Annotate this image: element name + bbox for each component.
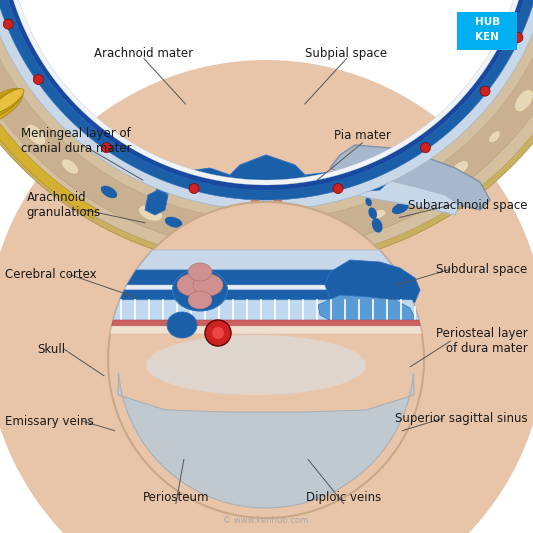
Circle shape (108, 202, 424, 518)
Text: HUB: HUB (474, 18, 500, 28)
Ellipse shape (447, 180, 458, 193)
Ellipse shape (515, 90, 533, 112)
Ellipse shape (101, 185, 117, 198)
Polygon shape (110, 326, 422, 334)
Circle shape (3, 19, 13, 29)
Circle shape (212, 327, 224, 339)
Ellipse shape (221, 213, 227, 222)
Polygon shape (145, 190, 168, 215)
Ellipse shape (289, 236, 300, 251)
Polygon shape (338, 175, 460, 215)
Polygon shape (274, 200, 282, 210)
Ellipse shape (289, 214, 295, 223)
Ellipse shape (185, 221, 205, 233)
Polygon shape (0, 62, 99, 219)
Ellipse shape (219, 223, 227, 235)
Ellipse shape (61, 159, 78, 174)
FancyBboxPatch shape (457, 12, 517, 50)
Polygon shape (5, 0, 527, 190)
Circle shape (189, 183, 199, 193)
Circle shape (33, 75, 43, 84)
Ellipse shape (102, 188, 115, 198)
Polygon shape (112, 320, 421, 326)
Ellipse shape (324, 228, 342, 238)
Ellipse shape (1, 92, 12, 105)
Circle shape (205, 320, 231, 346)
Ellipse shape (188, 263, 212, 281)
Ellipse shape (269, 211, 287, 225)
Text: Superior sagittal sinus: Superior sagittal sinus (395, 412, 528, 425)
Ellipse shape (26, 124, 46, 145)
Polygon shape (318, 295, 415, 330)
Ellipse shape (372, 218, 383, 232)
Ellipse shape (372, 209, 386, 219)
Ellipse shape (410, 185, 433, 203)
Circle shape (102, 143, 111, 153)
Polygon shape (0, 5, 533, 262)
Text: Periosteum: Periosteum (143, 491, 209, 504)
Ellipse shape (246, 233, 264, 243)
Ellipse shape (368, 207, 377, 219)
Polygon shape (0, 0, 533, 250)
Ellipse shape (489, 131, 500, 143)
Ellipse shape (165, 217, 182, 228)
Polygon shape (330, 145, 490, 210)
Polygon shape (10, 0, 522, 185)
Polygon shape (0, 0, 533, 220)
Polygon shape (0, 9, 533, 268)
Polygon shape (113, 300, 419, 320)
Polygon shape (124, 285, 408, 290)
Circle shape (480, 86, 490, 96)
Ellipse shape (276, 227, 301, 241)
Ellipse shape (273, 214, 283, 222)
Ellipse shape (325, 222, 344, 233)
Circle shape (333, 183, 343, 193)
Ellipse shape (0, 60, 533, 533)
Polygon shape (325, 260, 420, 308)
Ellipse shape (188, 291, 212, 309)
Text: KEN: KEN (475, 33, 499, 43)
Text: Diploic veins: Diploic veins (306, 491, 382, 504)
Polygon shape (0, 0, 533, 210)
Ellipse shape (0, 88, 24, 112)
Polygon shape (230, 155, 305, 225)
Polygon shape (118, 373, 414, 508)
Ellipse shape (177, 274, 207, 296)
Circle shape (421, 143, 431, 153)
Ellipse shape (289, 225, 297, 237)
Ellipse shape (193, 274, 223, 296)
Ellipse shape (250, 219, 260, 227)
Text: Meningeal layer of
cranial dura mater: Meningeal layer of cranial dura mater (21, 127, 132, 155)
Polygon shape (127, 270, 405, 285)
Text: Subdural space: Subdural space (437, 263, 528, 276)
Ellipse shape (216, 235, 226, 249)
Ellipse shape (167, 312, 197, 338)
Ellipse shape (146, 335, 366, 395)
Polygon shape (251, 200, 259, 215)
Ellipse shape (0, 88, 23, 125)
Text: Pia mater: Pia mater (334, 130, 391, 142)
Ellipse shape (451, 161, 469, 176)
Polygon shape (136, 250, 396, 270)
Polygon shape (0, 0, 533, 200)
Ellipse shape (173, 269, 228, 311)
Text: Cerebral cortex: Cerebral cortex (5, 268, 97, 281)
Ellipse shape (0, 89, 23, 118)
Polygon shape (188, 220, 205, 280)
Text: Periosteal layer
of dura mater: Periosteal layer of dura mater (436, 327, 528, 355)
Ellipse shape (234, 230, 248, 238)
Ellipse shape (139, 205, 163, 221)
Polygon shape (120, 290, 412, 300)
Ellipse shape (440, 170, 450, 181)
Text: Subarachnoid space: Subarachnoid space (408, 199, 528, 212)
Text: © www.kenhub.com: © www.kenhub.com (223, 516, 309, 525)
Text: Arachnoid
granulations: Arachnoid granulations (27, 191, 101, 219)
Text: Subpial space: Subpial space (305, 47, 387, 60)
Text: Arachnoid mater: Arachnoid mater (94, 47, 193, 60)
Circle shape (513, 33, 523, 43)
Ellipse shape (366, 198, 372, 206)
Ellipse shape (434, 161, 442, 170)
Polygon shape (295, 168, 390, 192)
